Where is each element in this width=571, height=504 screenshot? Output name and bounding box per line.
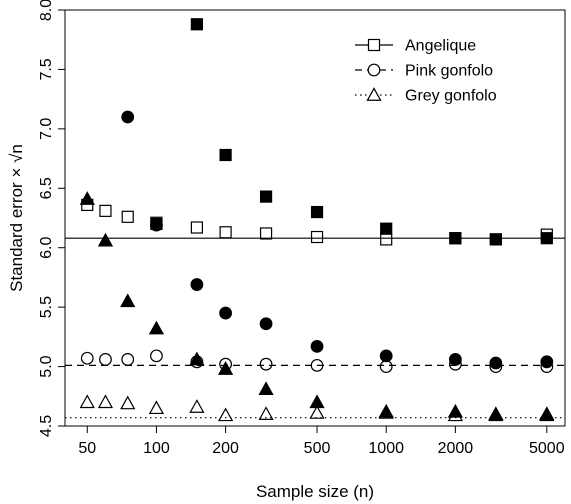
point-open-0-8 [380,233,393,246]
x-tick-label: 50 [78,440,96,457]
point-open-1-8 [379,360,393,373]
x-tick-label: 500 [304,440,331,457]
point-filled-1-2 [190,278,204,291]
point-open-2-4 [189,399,205,413]
point-open-0-1 [99,204,112,217]
x-tick-label: 200 [212,440,239,457]
x-axis: 50 100 200 500 1000 2000 5000 [78,425,565,457]
point-open-1-2 [121,353,135,366]
y-tick-label: 6.5 [38,177,55,199]
point-open-1-1 [99,353,112,366]
y-axis-label: Standard error × √n [7,144,26,292]
point-open-0-4 [190,221,203,234]
y-axis: 4.5 5.0 5.5 6.0 6.5 7.0 7.5 8.0 [38,0,66,437]
point-open-2-2 [120,395,136,410]
point-open-1-0 [80,351,94,365]
point-filled-2-1 [97,232,114,247]
x-tick-label: 5000 [529,440,565,457]
y-tick-label: 4.5 [38,415,55,437]
point-open-0-5 [219,226,232,239]
y-tick-label: 6.0 [38,236,55,258]
point-filled-2-8 [378,403,394,418]
y-tick-label: 7.5 [38,58,55,80]
point-filled-2-5 [217,361,234,375]
y-tick-label: 5.5 [38,296,55,318]
legend: Angelique Pink gonfolo Grey gonfolo [355,38,497,105]
point-filled-1-4 [259,317,273,331]
legend-label: Grey gonfolo [405,88,497,105]
point-filled-0-7 [489,233,502,246]
point-filled-2-10 [488,406,504,420]
point-filled-2-7 [309,394,325,409]
point-filled-2-9 [447,403,463,418]
reference-lines [65,237,565,419]
point-filled-2-6 [258,381,274,396]
legend-marker-1 [367,63,381,77]
point-open-2-5 [217,407,234,422]
point-open-1-7 [310,358,324,372]
point-open-0-7 [310,230,324,244]
point-filled-0-3 [259,190,273,203]
point-filled-2-4 [189,351,205,366]
point-filled-0-8 [540,232,553,245]
point-open-2-6 [258,406,274,420]
point-filled-1-5 [310,339,324,353]
point-open-0-2 [121,210,134,223]
point-open-2-0 [79,394,95,409]
point-open-0-6 [259,227,273,240]
point-filled-0-5 [380,222,393,235]
legend-label: Angelique [405,38,476,55]
legend-marker-2 [366,87,382,101]
x-tick-label: 100 [143,440,170,457]
point-filled-0-4 [310,205,324,219]
point-filled-2-11 [539,406,555,420]
point-open-1-6 [259,357,273,371]
data-points [79,18,555,422]
point-filled-0-6 [449,232,462,245]
point-filled-1-3 [219,306,233,320]
y-tick-label: 8.0 [38,0,55,21]
point-filled-2-2 [120,293,136,308]
legend-marker-0 [367,38,381,52]
point-filled-1-6 [379,349,393,363]
point-filled-1-9 [540,355,554,369]
point-filled-0-1 [190,18,203,31]
point-open-2-7 [309,405,325,419]
legend-label: Pink gonfolo [405,63,493,80]
point-filled-1-1 [150,218,163,232]
point-filled-1-7 [448,353,462,366]
y-tick-label: 5.0 [38,355,55,377]
point-open-2-3 [148,400,165,415]
point-open-1-3 [150,349,163,363]
point-filled-0-2 [219,148,232,162]
point-filled-2-3 [148,320,165,335]
point-filled-2-0 [79,191,95,205]
x-tick-label: 2000 [438,440,474,457]
y-tick-label: 7.0 [38,118,55,140]
point-open-2-1 [97,394,114,409]
point-filled-1-8 [489,356,503,370]
x-tick-label: 1000 [368,440,404,457]
x-axis-label: Sample size (n) [256,482,374,501]
point-filled-1-0 [121,110,135,124]
